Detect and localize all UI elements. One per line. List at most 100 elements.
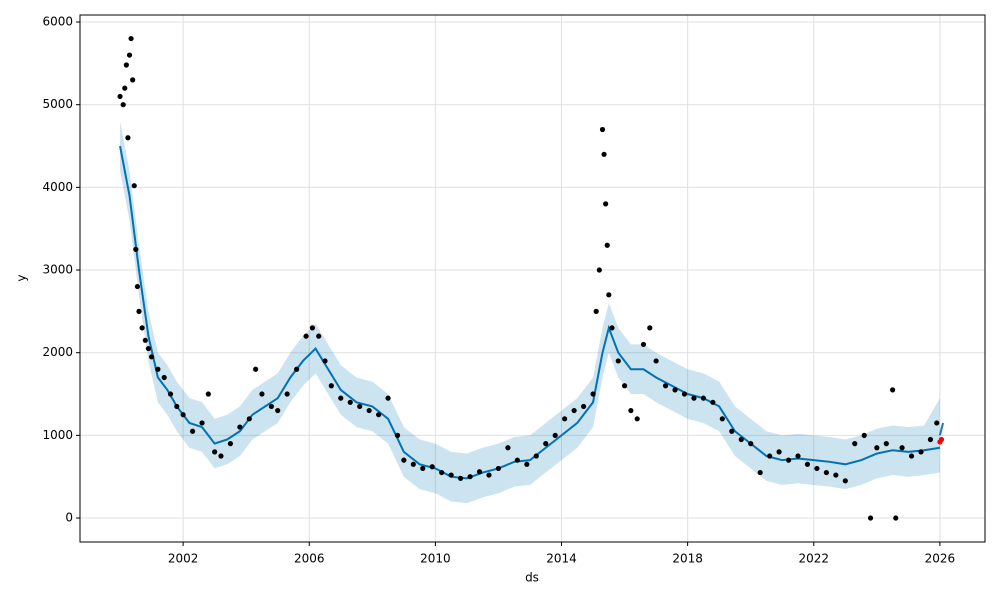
- data-point: [823, 469, 829, 476]
- data-point: [117, 93, 123, 100]
- data-point: [167, 391, 174, 397]
- data-point: [401, 457, 407, 463]
- data-point: [590, 391, 596, 397]
- data-point: [253, 366, 259, 372]
- data-point: [347, 399, 353, 405]
- data-point: [785, 457, 792, 463]
- x-tick-label: 2018: [672, 552, 703, 566]
- data-point: [237, 424, 243, 430]
- data-point: [131, 183, 137, 189]
- data-point: [139, 325, 145, 331]
- data-point: [476, 469, 483, 475]
- data-point: [514, 457, 520, 463]
- data-point: [316, 333, 322, 339]
- data-point: [609, 325, 615, 331]
- data-point: [145, 345, 152, 352]
- x-axis-label: ds: [525, 571, 539, 585]
- data-point: [908, 453, 915, 459]
- data-point: [571, 407, 577, 414]
- data-point: [601, 151, 607, 157]
- x-tick-label: 2022: [799, 552, 830, 566]
- data-point: [328, 383, 334, 389]
- x-tick-label: 2006: [294, 552, 325, 566]
- data-point: [148, 354, 155, 360]
- data-point: [599, 126, 606, 133]
- data-point: [719, 416, 725, 422]
- data-point: [136, 308, 142, 314]
- data-point: [729, 428, 735, 434]
- data-point: [938, 436, 945, 443]
- data-point: [505, 445, 511, 451]
- data-point: [385, 395, 391, 401]
- data-point: [189, 428, 196, 434]
- data-point: [874, 445, 880, 451]
- data-point: [218, 453, 224, 459]
- data-point: [634, 416, 640, 422]
- data-point: [893, 515, 899, 521]
- uncertainty-band: [120, 121, 940, 504]
- data-point: [738, 436, 744, 443]
- data-point: [130, 77, 136, 83]
- data-point: [861, 432, 867, 438]
- data-point: [128, 35, 134, 42]
- data-point: [268, 403, 275, 410]
- data-point: [757, 469, 763, 476]
- data-point: [322, 358, 328, 364]
- data-point: [533, 453, 539, 459]
- y-tick-label: 5000: [42, 97, 73, 111]
- data-point: [852, 441, 858, 447]
- data-point: [205, 391, 211, 397]
- x-tick-label: 2014: [546, 552, 577, 566]
- data-point: [357, 403, 363, 410]
- data-point: [303, 333, 309, 339]
- data-point: [439, 469, 445, 476]
- data-point: [467, 474, 473, 480]
- data-point: [552, 432, 558, 438]
- x-tick-label: 2002: [168, 552, 199, 566]
- data-point: [275, 407, 281, 414]
- y-tick-label: 3000: [42, 263, 73, 277]
- data-point: [615, 358, 621, 364]
- data-point: [604, 242, 610, 248]
- data-point: [640, 341, 647, 348]
- data-point: [918, 449, 924, 455]
- data-point: [524, 461, 530, 467]
- data-point: [899, 445, 905, 451]
- data-point: [142, 337, 148, 343]
- data-point: [804, 461, 811, 467]
- data-point: [596, 267, 602, 273]
- data-point: [647, 325, 653, 331]
- data-point: [309, 325, 315, 331]
- data-point: [662, 383, 669, 389]
- data-point: [700, 395, 707, 401]
- data-point: [410, 461, 416, 467]
- forecast-line: [938, 422, 945, 436]
- data-point: [883, 441, 889, 447]
- data-point: [710, 399, 716, 405]
- data-point: [934, 420, 940, 426]
- y-tick-label: 2000: [42, 345, 73, 359]
- data-point: [890, 387, 896, 393]
- data-point: [543, 441, 549, 447]
- data-point: [495, 465, 502, 472]
- data-point: [259, 391, 265, 397]
- data-point: [420, 465, 426, 472]
- data-point: [284, 391, 290, 397]
- y-tick-label: 6000: [42, 15, 73, 29]
- data-point: [126, 52, 133, 58]
- data-point: [429, 464, 435, 470]
- y-axis-label: y: [15, 274, 29, 281]
- data-point: [180, 412, 186, 418]
- data-point: [603, 201, 609, 207]
- y-tick-label: 4000: [42, 180, 73, 194]
- data-point: [580, 403, 587, 410]
- data-point: [767, 453, 773, 459]
- x-tick-label: 2010: [420, 552, 451, 566]
- x-tick-label: 2026: [925, 552, 956, 566]
- data-point: [486, 472, 492, 478]
- data-point: [562, 416, 568, 422]
- data-point: [621, 383, 628, 389]
- data-point: [795, 453, 801, 459]
